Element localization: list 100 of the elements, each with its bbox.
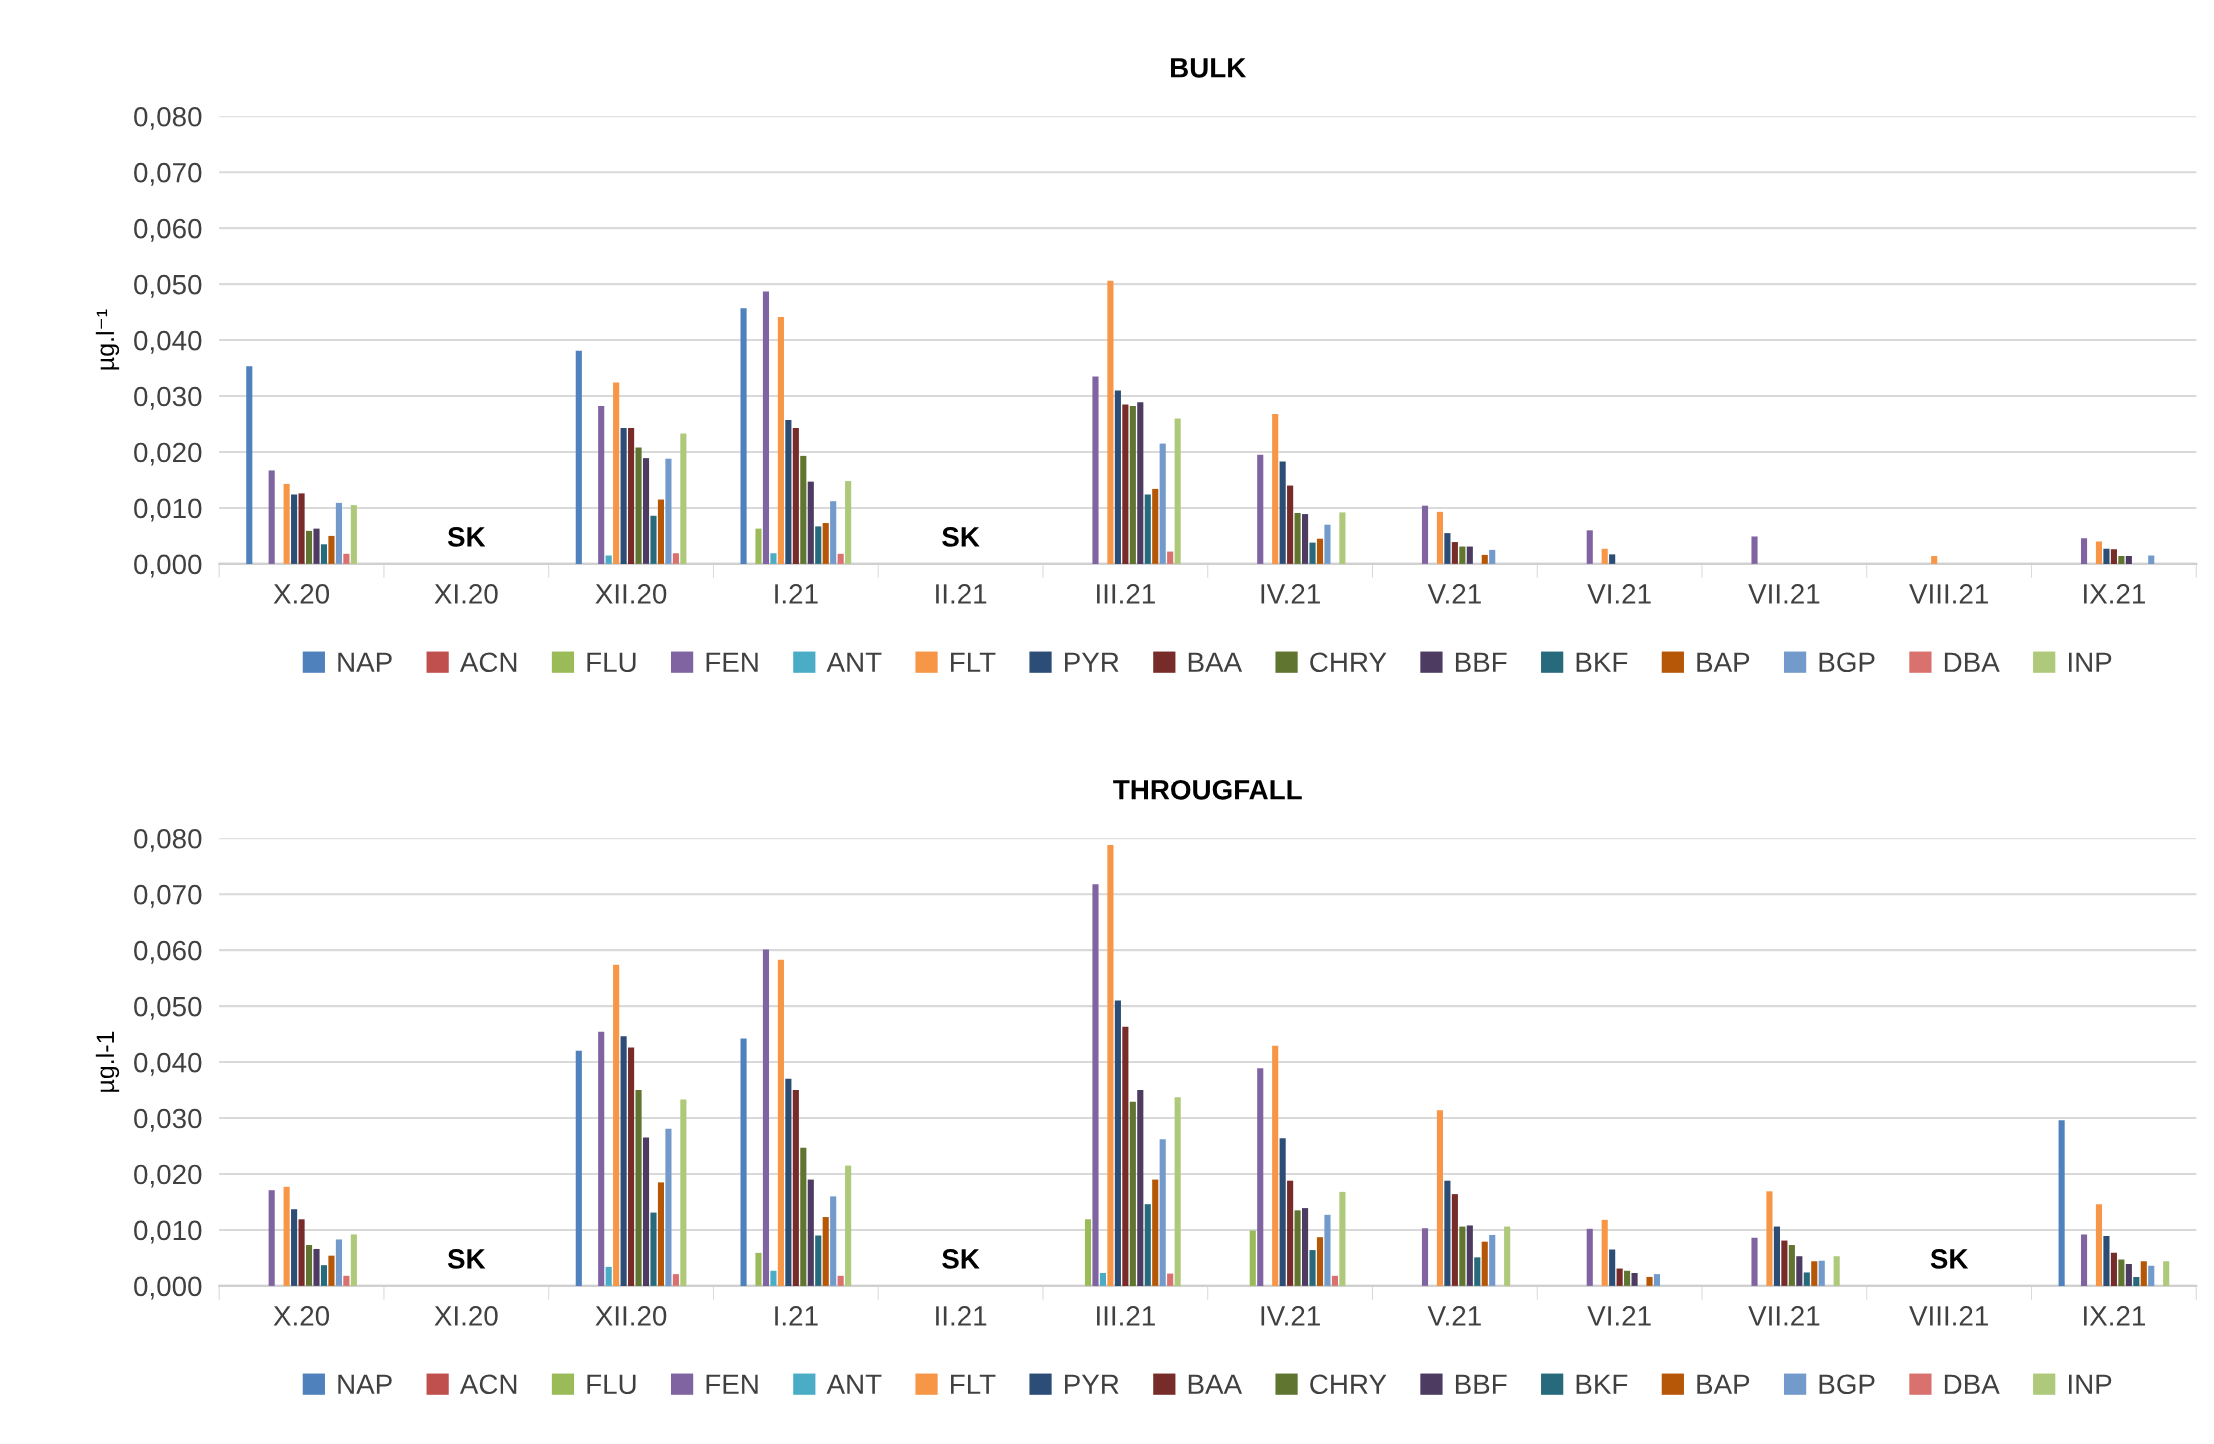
y-tick-label: 0,010 — [134, 1220, 202, 1244]
legend-label: NAP — [338, 1374, 392, 1394]
bar — [1504, 1226, 1511, 1286]
bar — [328, 535, 335, 564]
bar — [800, 1147, 807, 1286]
bar — [665, 1128, 672, 1286]
bar — [657, 499, 665, 564]
bar — [283, 483, 290, 564]
bar — [1301, 1208, 1309, 1286]
bar — [2095, 541, 2103, 564]
y-tick-label: 0,020 — [134, 1164, 202, 1188]
bar — [1279, 461, 1286, 564]
bar — [740, 1038, 747, 1286]
bar — [613, 964, 620, 1286]
bar — [1122, 1026, 1129, 1286]
bar — [1114, 1000, 1121, 1286]
bar — [1294, 1210, 1301, 1286]
bar — [1609, 1249, 1616, 1286]
bar — [837, 1275, 844, 1286]
bar — [2080, 1234, 2088, 1286]
bar — [1451, 1194, 1458, 1286]
bar — [1624, 1270, 1631, 1286]
bar — [1653, 1274, 1661, 1286]
bar — [1316, 538, 1324, 564]
bar — [2163, 1261, 2170, 1286]
legend-label: FLU — [587, 652, 636, 673]
y-tick-label: 0,040 — [134, 1052, 202, 1076]
bar — [770, 553, 777, 564]
x-tick-label: XII.20 — [595, 584, 667, 604]
bar — [350, 505, 357, 564]
bar — [2110, 1252, 2117, 1286]
legend-label: INP — [2069, 652, 2112, 672]
bar — [2080, 538, 2088, 564]
bar — [785, 1078, 792, 1286]
bar — [291, 494, 298, 564]
bar — [305, 530, 313, 564]
bar — [1099, 1273, 1107, 1286]
bar — [762, 291, 770, 564]
x-tick-label: II.21 — [936, 584, 987, 604]
bar — [246, 366, 253, 564]
bar — [800, 455, 807, 564]
legend-label: FEN — [706, 652, 758, 672]
legend-label: BKF — [1576, 652, 1628, 672]
bar — [785, 420, 792, 564]
bar — [1601, 1219, 1608, 1286]
bar — [1324, 1214, 1331, 1286]
y-axis-title: µg.l⁻¹ — [95, 309, 120, 370]
bar — [1272, 413, 1279, 564]
y-tick-label: 0,050 — [134, 996, 202, 1020]
legend-label: DBA — [1944, 652, 2000, 672]
bar — [2058, 1120, 2065, 1286]
bar — [343, 553, 350, 564]
bar — [1421, 505, 1429, 564]
bar — [635, 447, 642, 564]
x-tick-label: IV.21 — [1261, 584, 1320, 604]
bar — [335, 1239, 342, 1286]
x-tick-label: I.21 — [775, 1306, 818, 1326]
bar — [1144, 494, 1151, 564]
bar — [1459, 1226, 1466, 1286]
bar — [1107, 844, 1114, 1286]
legend-label: ACN — [459, 652, 517, 673]
annotation: SK — [447, 527, 486, 547]
bar — [1316, 1237, 1324, 1286]
bar — [2148, 555, 2155, 564]
bar — [1309, 542, 1316, 564]
legend-label: FLT — [951, 652, 996, 672]
bar — [830, 1196, 837, 1286]
bar — [1287, 485, 1294, 564]
bar — [1803, 1272, 1810, 1286]
bar — [1781, 1240, 1788, 1286]
bar — [1609, 554, 1616, 564]
bar — [1129, 406, 1136, 564]
bar — [815, 526, 822, 564]
bar — [2125, 556, 2132, 564]
bar — [1137, 402, 1144, 564]
bar — [650, 1212, 657, 1286]
legend-label: FEN — [706, 1374, 758, 1394]
x-tick-label: VII.21 — [1748, 584, 1820, 604]
bar — [822, 523, 829, 564]
x-tick-label: VI.21 — [1587, 584, 1651, 604]
bar — [665, 458, 672, 564]
bar — [777, 317, 784, 564]
bar — [598, 1031, 605, 1286]
bar — [2125, 1264, 2132, 1286]
bar — [1931, 556, 1938, 564]
x-tick-label: V.21 — [1427, 1306, 1481, 1326]
bar — [1129, 1101, 1136, 1286]
bar — [313, 1248, 320, 1286]
bar — [792, 427, 799, 564]
x-tick-label: X.20 — [273, 1306, 330, 1326]
x-tick-label: VI.21 — [1587, 1306, 1651, 1326]
bar — [1114, 390, 1121, 564]
bar — [777, 959, 784, 1286]
bar — [1481, 1241, 1488, 1286]
legend-label: PYR — [1065, 1374, 1119, 1394]
annotation: SK — [447, 1249, 486, 1269]
bar — [575, 1050, 582, 1286]
bar — [1122, 404, 1129, 564]
y-tick-label: 0,080 — [134, 106, 202, 130]
annotation: SK — [942, 527, 980, 547]
